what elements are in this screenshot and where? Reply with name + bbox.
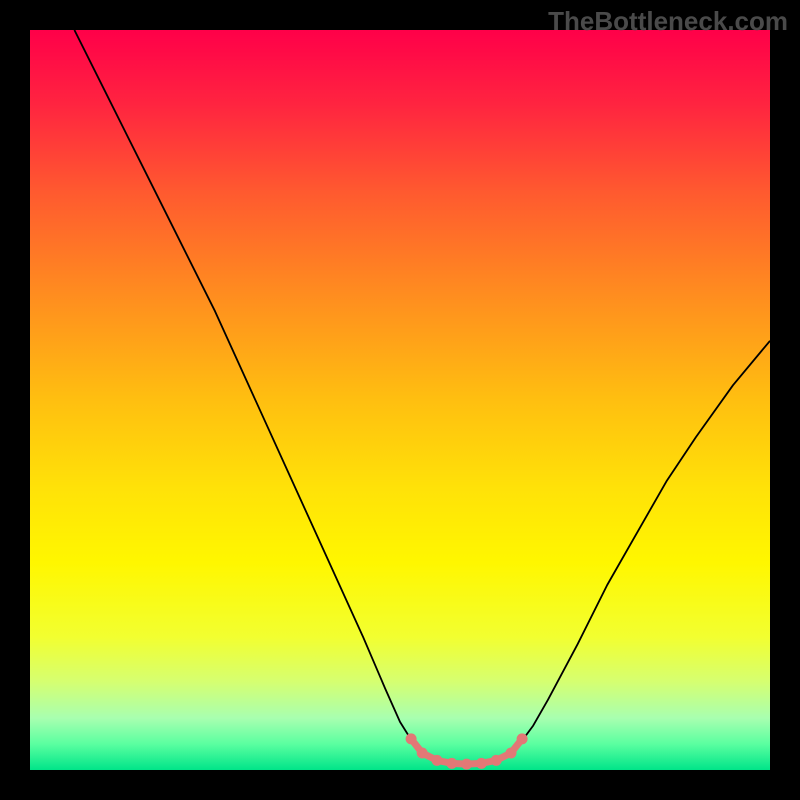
optimal-range-marker xyxy=(461,759,472,770)
optimal-range-marker xyxy=(476,758,487,769)
optimal-range-marker xyxy=(517,733,528,744)
optimal-range-marker xyxy=(446,758,457,769)
plot-area xyxy=(30,30,770,770)
plot-svg xyxy=(30,30,770,770)
optimal-range-marker xyxy=(432,755,443,766)
optimal-range-marker xyxy=(506,747,517,758)
optimal-range-marker xyxy=(417,747,428,758)
optimal-range-marker xyxy=(406,733,417,744)
watermark-text: TheBottleneck.com xyxy=(548,6,788,37)
gradient-background xyxy=(30,30,770,770)
chart-frame: TheBottleneck.com xyxy=(0,0,800,800)
optimal-range-marker xyxy=(491,755,502,766)
